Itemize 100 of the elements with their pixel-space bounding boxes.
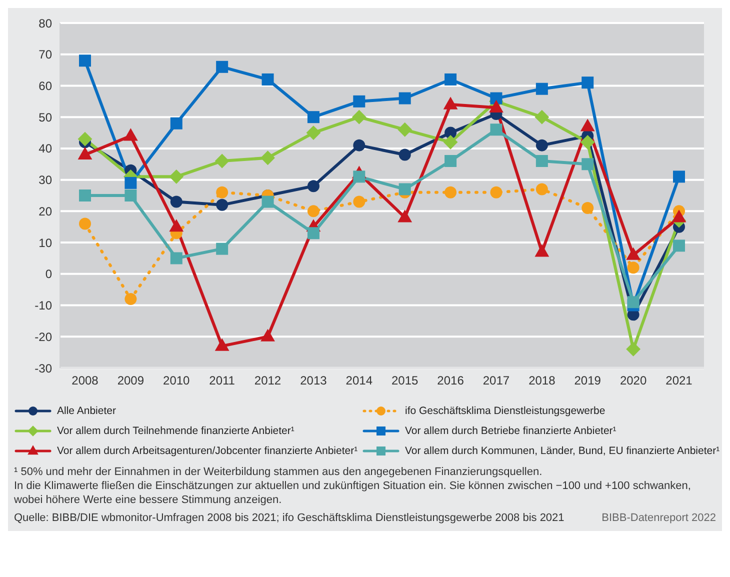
- point: [582, 202, 594, 214]
- y-tick-label: 50: [38, 110, 52, 124]
- point: [124, 176, 137, 189]
- point: [78, 146, 92, 160]
- x-tick-label: 2010: [163, 374, 190, 388]
- point: [79, 54, 91, 67]
- point: [398, 183, 411, 196]
- y-tick-label: 30: [38, 173, 52, 188]
- point: [214, 338, 230, 351]
- point: [627, 296, 640, 308]
- point: [169, 219, 184, 232]
- point: [534, 244, 550, 257]
- point: [534, 110, 550, 124]
- point: [123, 128, 138, 141]
- point: [444, 186, 457, 198]
- x-tick-label: 2014: [346, 374, 373, 388]
- point: [307, 205, 320, 218]
- point: [214, 154, 230, 168]
- y-tick-label: 20: [38, 204, 52, 218]
- point: [582, 76, 594, 89]
- x-tick-label: 2012: [254, 374, 282, 388]
- point: [444, 73, 457, 86]
- point: [169, 169, 184, 184]
- point: [398, 92, 411, 104]
- point: [79, 190, 91, 202]
- point: [307, 180, 320, 192]
- y-tick-label: 70: [38, 48, 52, 62]
- point: [490, 92, 502, 104]
- point: [124, 293, 137, 305]
- point: [490, 186, 502, 198]
- y-tick-label: -30: [34, 361, 52, 376]
- point: [353, 139, 366, 152]
- point: [444, 155, 457, 167]
- point: [580, 118, 595, 132]
- legend-label: ifo Geschäftsklima Dienstleistungsgewerbe: [405, 405, 606, 417]
- point: [536, 183, 548, 196]
- x-tick-label: 2018: [528, 374, 556, 388]
- y-tick-label: -20: [34, 330, 52, 344]
- point: [307, 111, 320, 124]
- point: [307, 227, 320, 240]
- point: [673, 170, 685, 183]
- point: [626, 247, 641, 260]
- y-tick-label: 40: [38, 142, 52, 156]
- point: [260, 328, 275, 342]
- y-tick-label: 60: [38, 78, 52, 93]
- point: [79, 218, 91, 230]
- point: [170, 117, 182, 130]
- point: [260, 150, 275, 166]
- x-tick-label: 2021: [666, 374, 693, 388]
- text: In die Klimawerte fließen die Einschätzungen zur aktuellen und zukünftigen Situation ein. Sie können zwischen −100 und +100 schwanken, wobei höhere Werte eine bessere Stimmung anzeigen.: [14, 479, 692, 507]
- point: [353, 196, 366, 208]
- point: [353, 170, 366, 183]
- point: [672, 210, 686, 222]
- point: [78, 132, 92, 146]
- x-tick-label: 2019: [574, 374, 602, 388]
- legend-label: Alle Anbieter: [57, 405, 116, 417]
- point: [262, 73, 274, 86]
- point: [124, 190, 137, 202]
- point: [216, 242, 228, 255]
- legend-label: Vor allem durch Kommunen, Länder, Bund, EU finanzierte Anbieter¹: [405, 445, 720, 457]
- x-tick-label: 2009: [117, 374, 144, 388]
- y-tick-label: 80: [38, 16, 52, 30]
- point: [673, 240, 685, 252]
- point: [536, 82, 548, 95]
- x-tick-label: 2020: [620, 374, 647, 388]
- point: [262, 196, 274, 208]
- point: [626, 342, 641, 356]
- point: [536, 139, 548, 152]
- point: [352, 110, 366, 124]
- point: [536, 155, 548, 167]
- y-tick-label: 10: [38, 236, 52, 250]
- point: [627, 262, 640, 274]
- x-tick-label: 2013: [300, 374, 328, 388]
- point: [580, 134, 595, 150]
- point: [582, 158, 594, 170]
- point: [170, 252, 182, 264]
- point: [398, 148, 411, 161]
- point: [489, 100, 504, 112]
- point: [443, 96, 458, 110]
- y-tick-label: -10: [34, 298, 52, 313]
- legend-label: Vor allem durch Teilnehmende finanzierte Anbieter¹: [57, 425, 294, 437]
- point: [306, 126, 321, 140]
- point: [490, 124, 502, 136]
- x-tick-label: 2017: [482, 374, 510, 388]
- x-tick-label: 2008: [72, 374, 99, 388]
- point: [398, 210, 412, 222]
- text: BIBB-Datenreport 2022: [602, 511, 716, 525]
- point: [216, 60, 228, 73]
- legend-label: Vor allem durch Betriebe finanzierte Anbieter¹: [405, 425, 616, 437]
- legend-label: Vor allem durch Arbeitsagenturen/Jobcenter finanzierte Anbieter¹: [57, 445, 358, 457]
- point: [398, 122, 412, 137]
- point: [443, 134, 458, 150]
- y-tick-label: 0: [45, 267, 52, 282]
- point: [353, 95, 366, 108]
- x-tick-label: 2011: [209, 374, 236, 388]
- source-note: Quelle: BIBB/DIE wbmonitor-Umfragen 2008 bis 2021; ifo Geschäftsklima Dienstleistungsgewerbe 2008 bis 2021: [14, 511, 564, 525]
- x-tick-label: 2016: [437, 374, 464, 388]
- x-tick-label: 2015: [391, 374, 419, 388]
- point: [170, 196, 182, 208]
- point: [216, 198, 228, 211]
